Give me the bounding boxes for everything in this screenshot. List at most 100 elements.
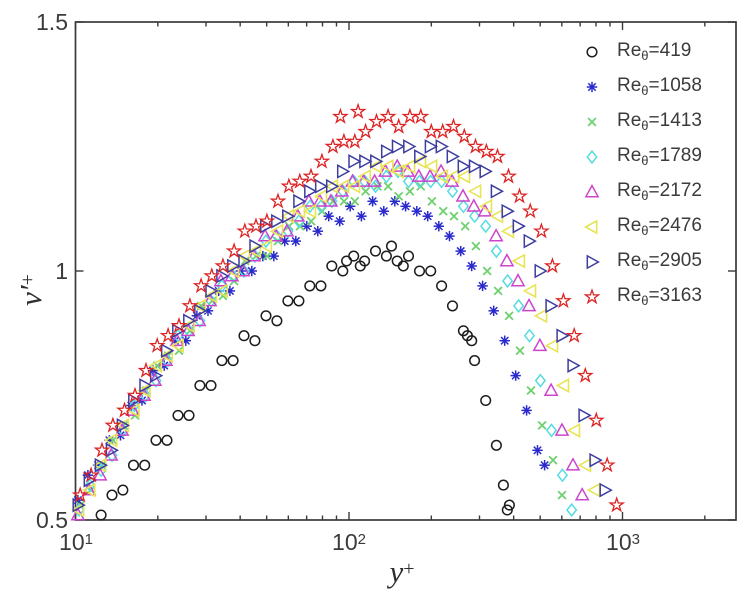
- triangle-right-marker-icon: [359, 154, 373, 169]
- triangle-right-marker-icon: [490, 183, 505, 199]
- triangle-left-marker-icon: [566, 422, 581, 438]
- diamond-marker-icon: [501, 273, 514, 289]
- asterisk-marker-icon: [400, 201, 411, 212]
- triangle-up-marker-icon: [488, 228, 504, 242]
- triangle-right-marker-icon: [589, 452, 603, 468]
- circle-marker-icon: [106, 489, 118, 501]
- xlabel-sup: +: [403, 558, 415, 580]
- circle-marker-icon: [579, 38, 606, 65]
- legend-label-value: =1789: [648, 145, 702, 166]
- asterisk-marker-icon: [422, 210, 433, 222]
- circle-marker-icon: [466, 335, 478, 347]
- triangle-left-marker-icon: [137, 383, 151, 398]
- diamond-marker-icon: [468, 209, 481, 224]
- diamond-marker-icon: [457, 199, 470, 214]
- star5-marker-icon: [170, 316, 188, 334]
- circle-marker-icon: [260, 310, 272, 322]
- y-tick-label-1: 1: [55, 258, 68, 284]
- legend-item: Reθ=419: [579, 34, 702, 69]
- star5-marker-icon: [565, 326, 583, 343]
- triangle-right-marker-icon: [414, 149, 428, 164]
- asterisk-marker-icon: [539, 460, 550, 471]
- triangle-right-marker-icon: [128, 393, 142, 408]
- diamond-marker-icon: [512, 298, 525, 314]
- triangle-left-marker-icon: [533, 308, 548, 324]
- legend-label-prefix: Re: [617, 110, 642, 131]
- x-marker-icon: [449, 211, 459, 221]
- triangle-left-marker-icon: [302, 203, 317, 219]
- star5-marker-icon: [192, 276, 210, 294]
- triangle-left-marker-icon: [81, 482, 96, 498]
- x-axis-label: y+: [352, 554, 452, 590]
- tick-base: 10: [606, 529, 632, 555]
- triangle-right-marker-icon: [314, 178, 329, 194]
- triangle-left-marker-icon: [522, 283, 537, 299]
- circle-marker-icon: [117, 484, 129, 496]
- triangle-up-marker-icon: [323, 193, 339, 207]
- circle-marker-icon: [397, 260, 409, 272]
- triangle-up-marker-icon: [213, 273, 229, 287]
- x-marker-icon: [471, 241, 481, 251]
- y-axis-label: v′+: [6, 228, 50, 352]
- legend-label: Reθ=1789: [617, 145, 702, 168]
- star5-marker-icon: [598, 456, 616, 473]
- x-marker-icon: [350, 196, 360, 206]
- series-Re_theta=3163: [71, 102, 626, 513]
- diamond-marker-icon: [545, 423, 558, 438]
- triangle-right-marker-icon: [348, 154, 362, 169]
- triangle-left-marker-icon: [500, 223, 515, 239]
- circle-marker-icon: [402, 250, 415, 262]
- star5-marker-icon: [444, 117, 463, 134]
- star5-marker-icon: [576, 366, 594, 383]
- circle-marker-icon: [359, 255, 371, 267]
- circle-marker-icon: [469, 355, 481, 367]
- star5-marker-icon: [579, 283, 606, 310]
- triangle-up-marker-icon: [367, 173, 382, 187]
- circle-marker-icon: [161, 434, 173, 446]
- x-marker-icon: [460, 221, 470, 231]
- triangle-up-marker-icon: [466, 198, 482, 212]
- asterisk-marker-icon: [290, 235, 301, 247]
- tick-exp: 2: [357, 531, 366, 548]
- star5-marker-icon: [434, 122, 452, 139]
- legend-label-subscript: θ: [641, 153, 649, 168]
- legend-label-value: =3163: [648, 285, 702, 306]
- triangle-right-marker-icon: [380, 144, 395, 159]
- triangle-up-marker-icon: [532, 337, 548, 352]
- triangle-right-marker-icon: [579, 248, 606, 275]
- triangle-left-marker-icon: [489, 208, 504, 224]
- diamond-marker-icon: [84, 477, 96, 493]
- triangle-right-marker-icon: [139, 378, 153, 393]
- triangle-right-marker-icon: [336, 164, 351, 179]
- star5-marker-icon: [390, 117, 408, 134]
- circle-marker-icon: [249, 335, 261, 347]
- legend-label-prefix: Re: [617, 145, 642, 166]
- circle-marker-icon: [150, 434, 162, 446]
- triangle-right-marker-icon: [457, 159, 471, 174]
- legend-label-subscript: θ: [641, 83, 649, 98]
- triangle-right-marker-icon: [260, 218, 274, 234]
- circle-marker-icon: [490, 439, 502, 451]
- triangle-right-marker-icon: [599, 482, 613, 498]
- triangle-right-marker-icon: [238, 253, 252, 269]
- asterisk-marker-icon: [433, 220, 444, 232]
- diamond-marker-icon: [566, 502, 578, 518]
- triangle-left-marker-icon: [478, 198, 493, 214]
- triangle-right-marker-icon: [94, 457, 109, 473]
- triangle-up-marker-icon: [579, 178, 606, 205]
- x-marker-icon: [383, 181, 393, 191]
- asterisk-marker-icon: [499, 335, 510, 346]
- triangle-right-marker-icon: [172, 323, 186, 339]
- asterisk-marker-icon: [323, 210, 334, 222]
- asterisk-marker-icon: [488, 305, 499, 316]
- star5-marker-icon: [422, 122, 440, 139]
- diamond-marker-icon: [425, 174, 437, 189]
- legend-item: Reθ=2476: [579, 209, 702, 244]
- triangle-right-marker-icon: [83, 472, 97, 488]
- triangle-right-marker-icon: [435, 139, 449, 154]
- diamond-marker-icon: [480, 219, 492, 234]
- triangle-right-marker-icon: [545, 298, 559, 314]
- legend-item: Reθ=1058: [579, 69, 702, 104]
- asterisk-marker-icon: [312, 225, 323, 237]
